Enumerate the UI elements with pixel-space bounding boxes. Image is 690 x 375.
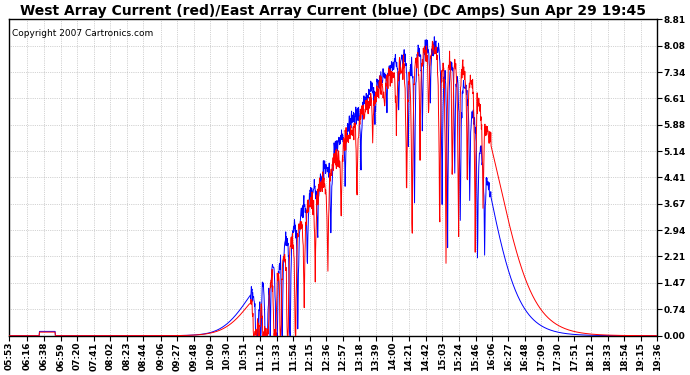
Text: Copyright 2007 Cartronics.com: Copyright 2007 Cartronics.com — [12, 29, 153, 38]
Title: West Array Current (red)/East Array Current (blue) (DC Amps) Sun Apr 29 19:45: West Array Current (red)/East Array Curr… — [20, 4, 646, 18]
